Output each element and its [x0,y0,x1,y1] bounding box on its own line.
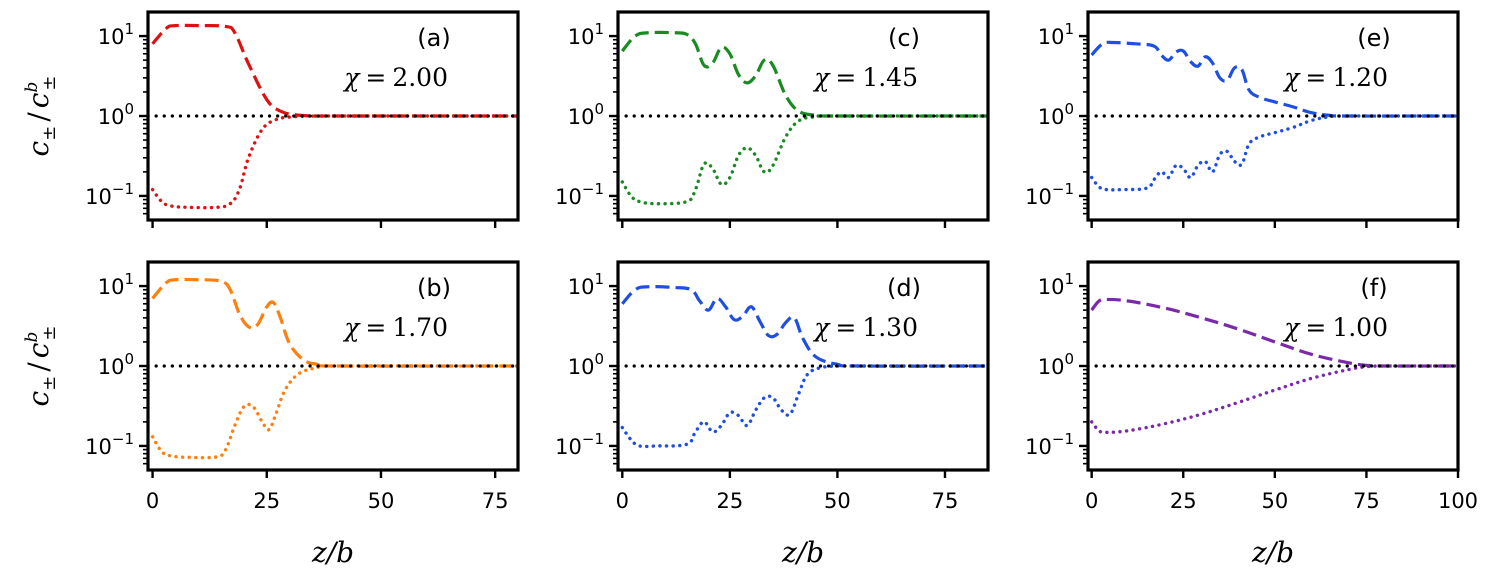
x-tick-label: 0 [1085,489,1098,513]
x-axis-label: z/b [311,536,354,569]
series-c-plus [151,23,518,118]
y-tick-label: 10−1 [1025,180,1074,209]
series-c-minus [1089,364,1458,435]
chi-annotation: χ = 1.70 [342,313,448,342]
x-tick-label: 25 [716,489,743,513]
y-tick-label: 10−1 [555,430,604,459]
y-tick-label: 100 [1038,350,1074,379]
x-tick-label: 0 [616,489,629,513]
y-tick-label: 10−1 [555,180,604,209]
chi-annotation: χ = 1.00 [1282,313,1388,342]
y-tick-label: 101 [98,20,134,49]
chi-annotation: χ = 1.45 [812,63,918,92]
y-tick-label: 100 [568,350,604,379]
y-tick-label: 101 [98,270,134,299]
x-tick-label: 50 [824,489,851,513]
x-tick-label: 75 [932,489,959,513]
series-c-plus [1090,297,1458,368]
series-c-plus [621,285,988,368]
panel-b: 101 100 10−1 0 25 50 75 (b) χ = 1.70 [85,260,520,513]
series-c-minus [150,364,518,460]
x-tick-label: 50 [1261,489,1288,513]
x-tick-label: 0 [146,489,159,513]
y-tick-label: 100 [1038,100,1074,129]
series-c-minus [1089,114,1458,192]
panel-c: 101 100 10−1 (c) χ = 1.45 [555,10,990,228]
y-tick-label: 10−1 [1025,430,1074,459]
chi-annotation: χ = 1.30 [812,313,918,342]
panel-d: 101 100 10−1 0 25 50 75 (d) χ = 1.30 [555,260,990,513]
x-tick-label: 25 [1170,489,1197,513]
y-tick-label: 101 [1038,20,1074,49]
series-c-plus [151,277,518,368]
y-tick-label: 101 [1038,270,1074,299]
chi-annotation: χ = 1.20 [1282,63,1388,92]
series-c-minus [150,114,518,210]
x-axis-label: z/b [781,536,824,569]
y-axis-label: c±/cb± [22,76,60,157]
y-tick-label: 100 [98,350,134,379]
panel-label: (b) [417,274,451,302]
series-c-minus [620,364,988,449]
y-tick-label: 100 [98,100,134,129]
series-c-minus [620,114,988,206]
panel-e: 101 100 10−1 (e) χ = 1.20 [1025,10,1460,228]
chi-annotation: χ = 2.00 [342,63,448,92]
y-tick-label: 100 [568,100,604,129]
panel-f: 101 100 10−1 0 25 50 75 100 (f) χ = 1.00 [1025,260,1478,513]
x-tick-label: 50 [368,489,395,513]
x-tick-label: 25 [253,489,280,513]
series-c-plus [1090,40,1458,118]
panel-label: (c) [888,24,920,52]
x-tick-label: 100 [1438,489,1478,513]
panel-label: (e) [1357,24,1391,52]
y-tick-label: 101 [568,270,604,299]
series-c-plus [621,30,988,118]
y-tick-label: 10−1 [85,430,134,459]
x-tick-label: 75 [1353,489,1380,513]
panel-label: (d) [887,274,921,302]
panel-label: (f) [1360,274,1387,302]
x-tick-label: 75 [482,489,509,513]
x-axis-label: z/b [1251,536,1294,569]
panel-a: 101 100 10−1 (a) χ = 2.00 [85,10,520,228]
panel-label: (a) [417,24,450,52]
panels-group: 101 100 10−1 (a) χ = 2.00 101 100 10−1 0 25 50 75 (b) χ… [22,10,1478,569]
y-axis-label: c±/cb± [22,326,60,407]
y-tick-label: 101 [568,20,604,49]
y-tick-label: 10−1 [85,180,134,209]
